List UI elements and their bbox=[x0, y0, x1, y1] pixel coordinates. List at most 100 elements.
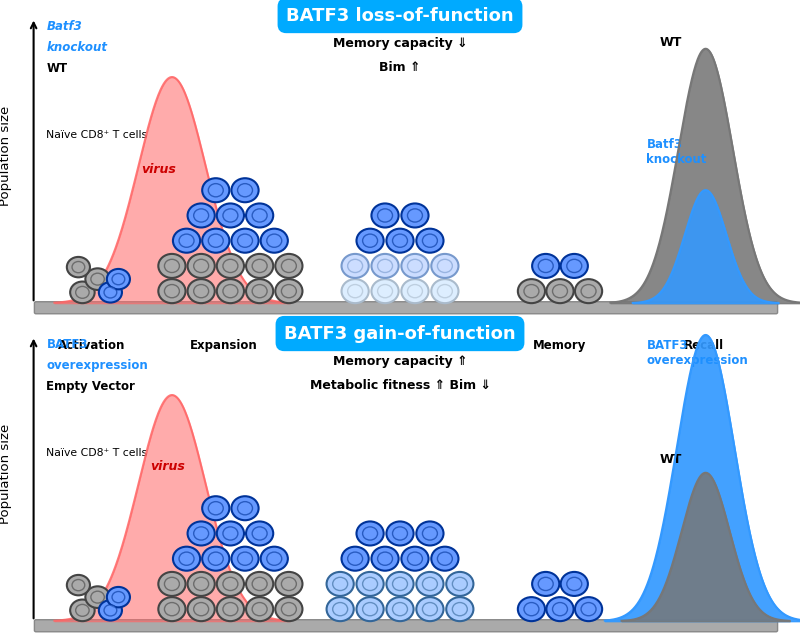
Circle shape bbox=[357, 597, 384, 621]
FancyBboxPatch shape bbox=[34, 619, 778, 632]
Circle shape bbox=[342, 279, 369, 303]
Text: WT: WT bbox=[660, 453, 682, 466]
Circle shape bbox=[348, 284, 362, 298]
Circle shape bbox=[357, 522, 384, 546]
Text: WT: WT bbox=[660, 36, 682, 49]
Circle shape bbox=[252, 602, 267, 616]
Circle shape bbox=[202, 547, 230, 570]
Circle shape bbox=[546, 597, 574, 621]
Circle shape bbox=[165, 284, 179, 298]
Circle shape bbox=[202, 178, 230, 202]
Circle shape bbox=[348, 259, 362, 273]
Text: Batf3
knockout: Batf3 knockout bbox=[646, 138, 706, 166]
Circle shape bbox=[386, 522, 414, 546]
Circle shape bbox=[386, 597, 414, 621]
Circle shape bbox=[266, 552, 282, 565]
Circle shape bbox=[393, 577, 407, 590]
Circle shape bbox=[371, 547, 398, 570]
Circle shape bbox=[261, 547, 288, 570]
Circle shape bbox=[246, 522, 274, 546]
Circle shape bbox=[231, 229, 258, 252]
Circle shape bbox=[378, 209, 393, 222]
Circle shape bbox=[112, 591, 125, 603]
Circle shape bbox=[581, 602, 596, 616]
Circle shape bbox=[173, 547, 200, 570]
Circle shape bbox=[446, 597, 474, 621]
Circle shape bbox=[202, 229, 230, 252]
Circle shape bbox=[238, 184, 253, 197]
Circle shape bbox=[158, 279, 186, 303]
Circle shape bbox=[104, 287, 117, 298]
Text: Bim ⇑: Bim ⇑ bbox=[379, 60, 421, 74]
Circle shape bbox=[208, 552, 223, 565]
Circle shape bbox=[223, 209, 238, 222]
Circle shape bbox=[246, 279, 274, 303]
Circle shape bbox=[362, 527, 378, 540]
Circle shape bbox=[378, 259, 393, 273]
Circle shape bbox=[282, 259, 296, 273]
Circle shape bbox=[223, 284, 238, 298]
Circle shape bbox=[223, 259, 238, 273]
Circle shape bbox=[231, 547, 258, 570]
Circle shape bbox=[217, 597, 244, 621]
Text: Recall: Recall bbox=[684, 339, 724, 352]
Circle shape bbox=[357, 572, 384, 596]
Circle shape bbox=[194, 284, 209, 298]
Circle shape bbox=[187, 204, 214, 228]
Circle shape bbox=[275, 572, 302, 596]
Circle shape bbox=[282, 284, 296, 298]
Circle shape bbox=[165, 602, 179, 616]
Circle shape bbox=[422, 577, 438, 590]
Circle shape bbox=[326, 597, 354, 621]
Circle shape bbox=[393, 234, 407, 247]
Circle shape bbox=[179, 552, 194, 565]
Circle shape bbox=[402, 279, 429, 303]
Circle shape bbox=[431, 254, 458, 278]
Circle shape bbox=[431, 279, 458, 303]
Circle shape bbox=[275, 597, 302, 621]
Circle shape bbox=[107, 269, 130, 289]
Circle shape bbox=[99, 282, 122, 303]
Circle shape bbox=[362, 234, 378, 247]
Circle shape bbox=[416, 597, 443, 621]
Circle shape bbox=[446, 572, 474, 596]
Circle shape bbox=[326, 572, 354, 596]
Circle shape bbox=[187, 279, 214, 303]
Circle shape bbox=[208, 502, 223, 515]
Circle shape bbox=[158, 254, 186, 278]
Circle shape bbox=[532, 254, 559, 278]
Circle shape bbox=[378, 284, 393, 298]
Circle shape bbox=[76, 286, 89, 298]
Text: knockout: knockout bbox=[46, 41, 107, 54]
Circle shape bbox=[99, 600, 122, 621]
Circle shape bbox=[452, 577, 467, 590]
Circle shape bbox=[282, 602, 296, 616]
Circle shape bbox=[422, 602, 438, 616]
Circle shape bbox=[402, 204, 429, 228]
Circle shape bbox=[158, 572, 186, 596]
Circle shape bbox=[67, 575, 90, 595]
Circle shape bbox=[72, 579, 85, 591]
Circle shape bbox=[438, 259, 452, 273]
Circle shape bbox=[202, 496, 230, 520]
Text: Memory: Memory bbox=[534, 339, 586, 352]
Circle shape bbox=[194, 209, 209, 222]
Circle shape bbox=[86, 268, 110, 290]
Circle shape bbox=[416, 229, 443, 252]
Text: Metabolic fitness ⇑ Bim ⇓: Metabolic fitness ⇑ Bim ⇓ bbox=[310, 378, 490, 392]
Circle shape bbox=[532, 572, 559, 596]
Circle shape bbox=[575, 279, 602, 303]
Circle shape bbox=[86, 586, 110, 608]
Circle shape bbox=[362, 577, 378, 590]
Circle shape bbox=[70, 282, 94, 303]
Circle shape bbox=[223, 602, 238, 616]
Circle shape bbox=[566, 577, 582, 590]
Circle shape bbox=[386, 572, 414, 596]
Circle shape bbox=[566, 259, 582, 273]
Circle shape bbox=[252, 577, 267, 590]
Circle shape bbox=[575, 597, 602, 621]
Circle shape bbox=[561, 572, 588, 596]
Circle shape bbox=[217, 254, 244, 278]
Text: Population size: Population size bbox=[0, 106, 12, 205]
Circle shape bbox=[246, 204, 274, 228]
